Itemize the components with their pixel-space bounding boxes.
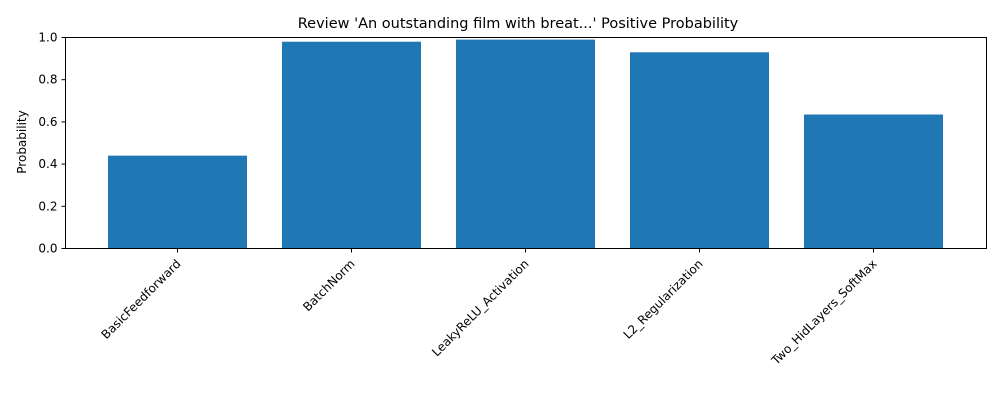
y-tick-label: 0.4 — [38, 157, 57, 171]
bar-leakyrelu-activation — [456, 39, 595, 249]
x-tick-label: BatchNorm — [300, 257, 357, 314]
x-tick-label: LeakyReLU_Activation — [429, 257, 532, 360]
bar-l2-regularization — [630, 52, 769, 249]
bar-two-hidlayers-softmax — [804, 114, 943, 249]
bars-group — [108, 39, 943, 249]
y-tick-label: 1.0 — [38, 31, 57, 45]
x-tick-label: BasicFeedforward — [98, 257, 183, 342]
x-ticks-group: BasicFeedforward BatchNorm LeakyReLU_Activ… — [98, 248, 880, 368]
y-tick-label: 0.0 — [38, 242, 57, 256]
x-tick-label: Two_HidLayers_SoftMax — [768, 257, 879, 368]
bar-basicfeedforward — [108, 155, 247, 249]
plot-frame — [65, 37, 987, 249]
y-ticks-group: 0.0 0.2 0.4 0.6 0.8 1.0 — [38, 31, 66, 256]
x-tick-label: L2_Regularization — [621, 257, 706, 342]
y-tick-label: 0.8 — [38, 73, 57, 87]
chart-title: Review 'An outstanding film with breat..… — [298, 16, 739, 32]
y-axis-label: Probability — [15, 110, 29, 173]
y-tick-label: 0.6 — [38, 115, 57, 129]
bar-batchnorm — [282, 41, 421, 249]
y-tick-label: 0.2 — [38, 199, 57, 213]
